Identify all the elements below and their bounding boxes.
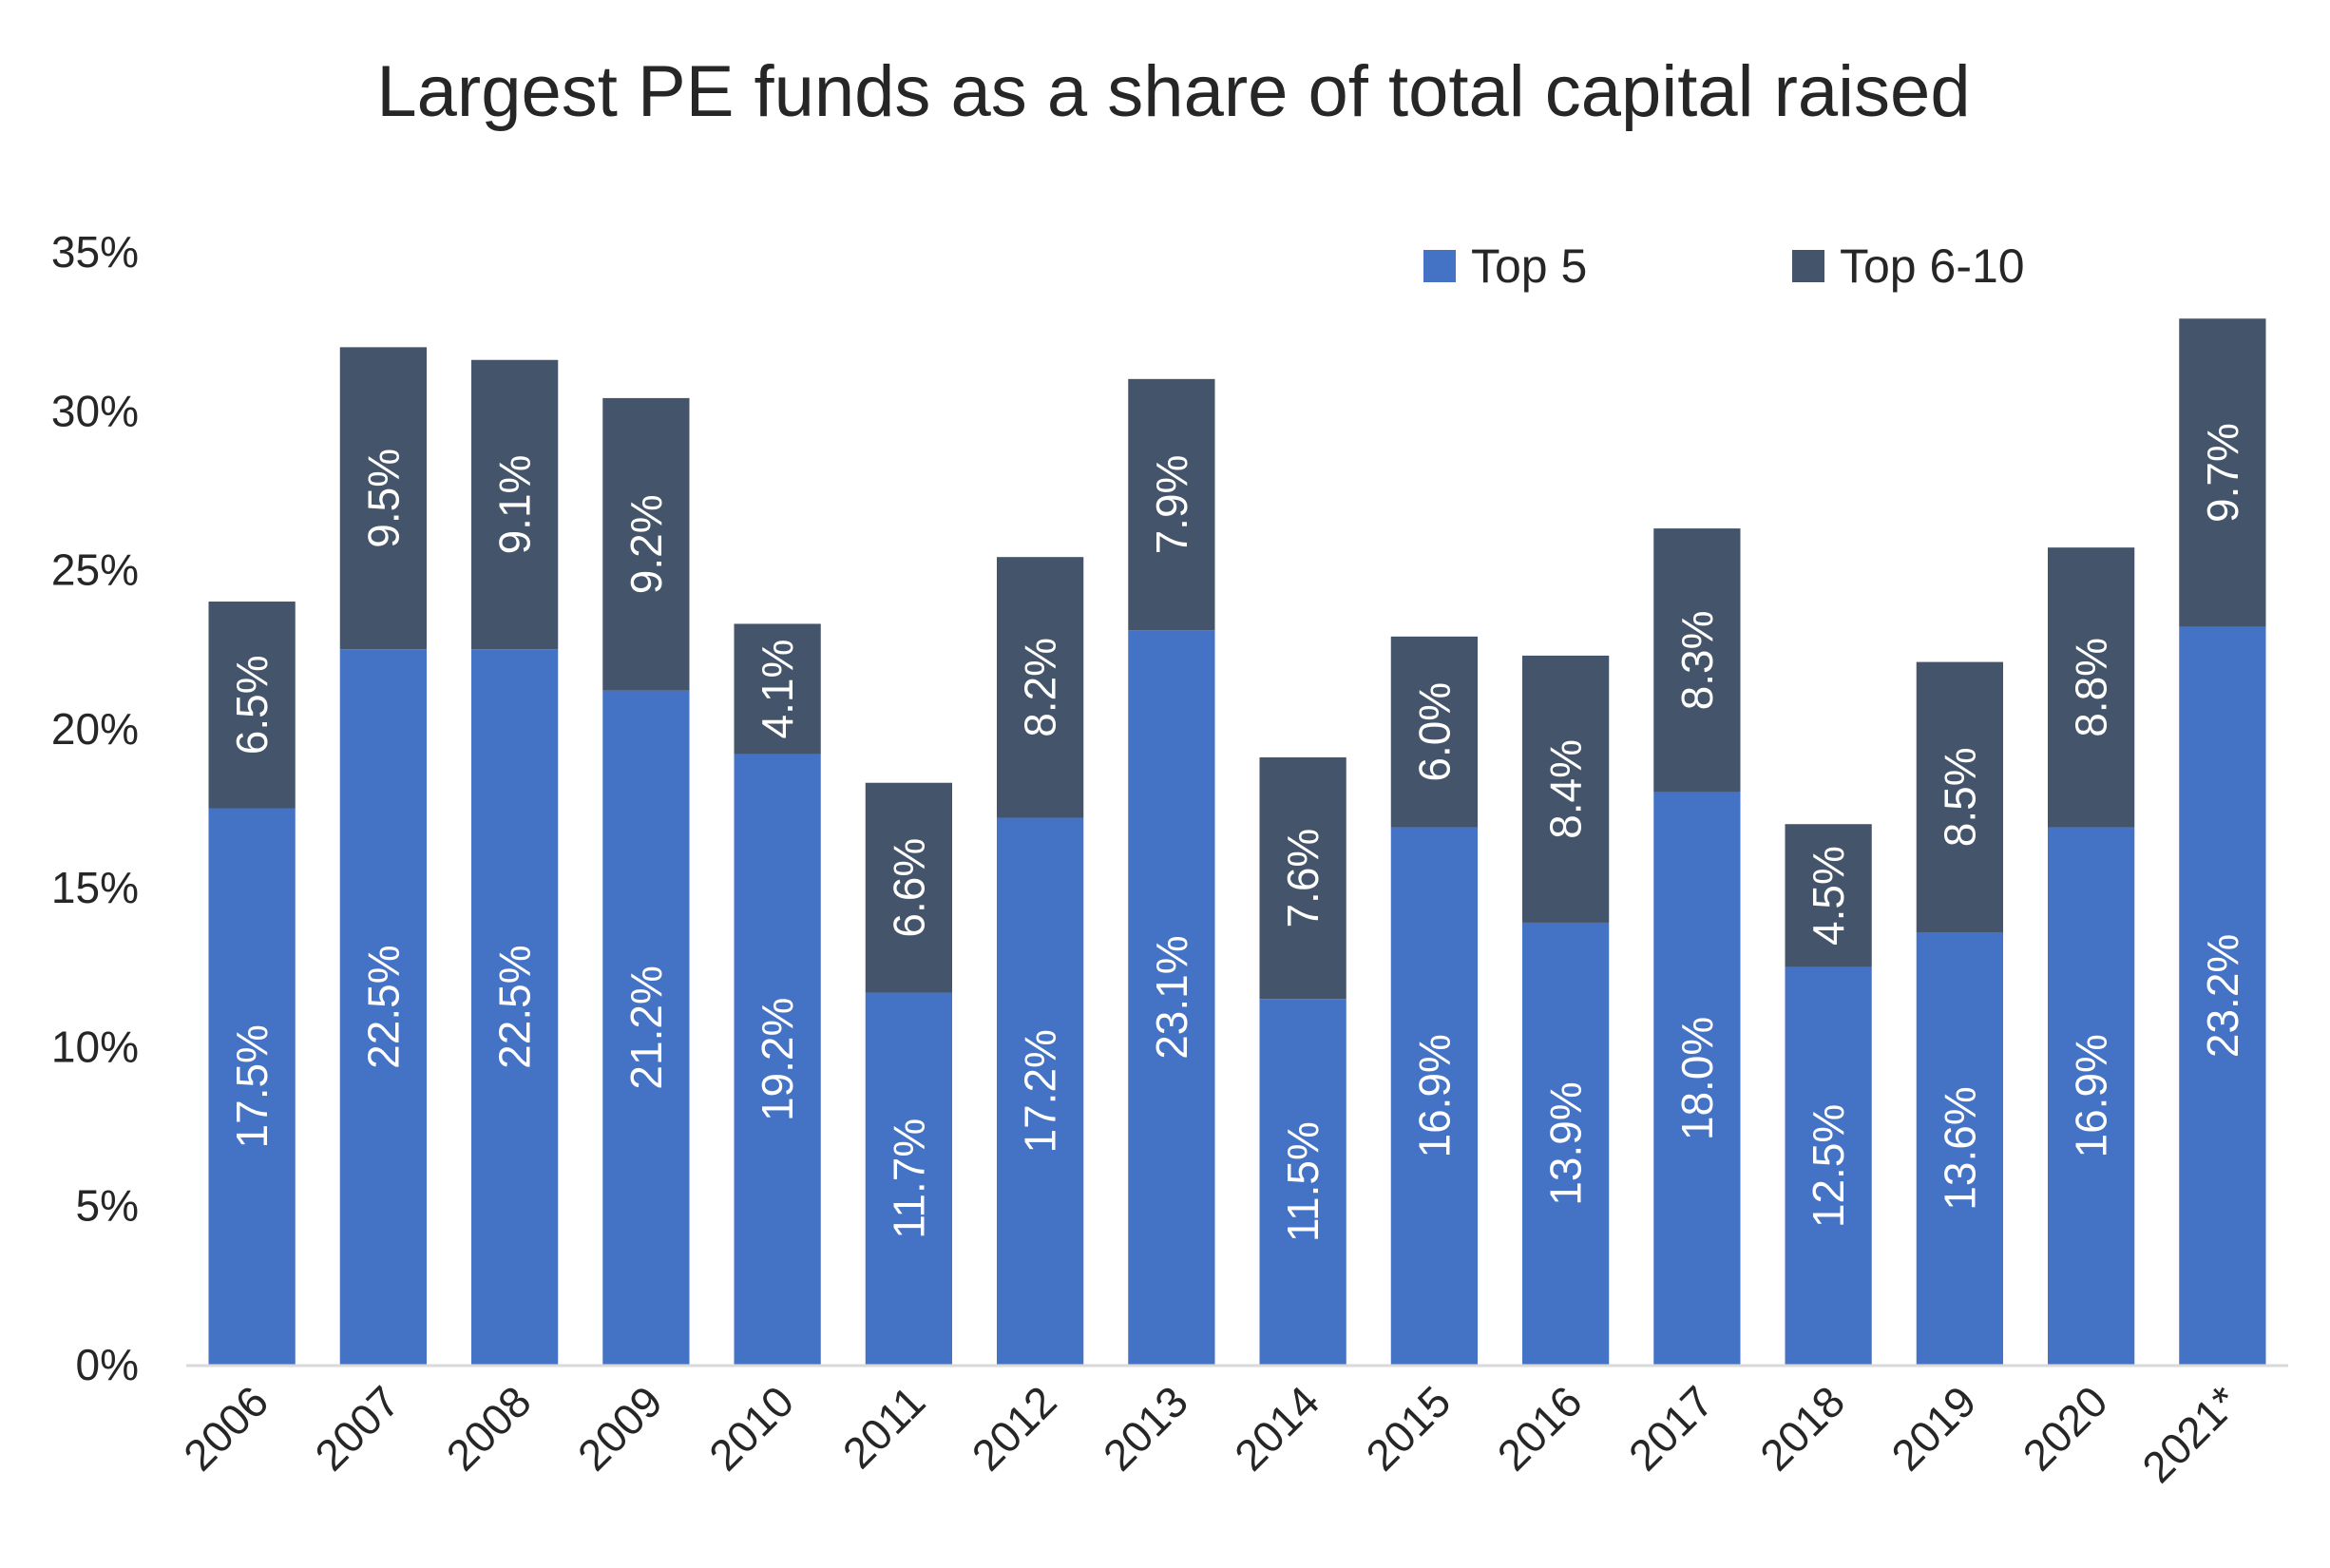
bar-data-label: 13.6%: [1935, 1086, 1984, 1210]
x-tick-label: 2011: [833, 1376, 935, 1478]
bar-top5: [1522, 922, 1610, 1365]
y-axis-ticks: 0% 5% 10% 15% 20% 25% 30% 35%: [51, 227, 139, 1389]
x-tick-label: 2016: [1488, 1376, 1592, 1480]
bar-data-label: 11.7%: [884, 1119, 933, 1239]
bar-data-label: 17.2%: [1016, 1029, 1065, 1153]
y-tick-label: 5%: [76, 1181, 139, 1231]
bar-top6-10: [1128, 378, 1215, 631]
x-tick-label: 2006: [174, 1376, 277, 1480]
x-tick-label: 2007: [305, 1376, 409, 1480]
bar-data-label: 7.9%: [1147, 455, 1196, 555]
x-tick-label: 2008: [437, 1376, 541, 1480]
bar-top5: [1916, 931, 2003, 1365]
legend: Top 5 Top 6-10: [1423, 239, 2025, 293]
bar-top5: [2179, 626, 2266, 1365]
bar-top5: [2048, 827, 2135, 1365]
x-tick-label: 2009: [568, 1376, 672, 1480]
bar-top6-10: [208, 602, 296, 809]
bar-data-label: 8.5%: [1935, 747, 1984, 847]
y-tick-label: 20%: [51, 704, 139, 754]
bar-data-label: 7.6%: [1278, 829, 1327, 928]
bar-data-label: 9.7%: [2198, 423, 2247, 523]
bar-top6-10: [1259, 756, 1346, 1000]
bar-top5: [1653, 792, 1741, 1365]
bar-top6-10: [1785, 824, 1872, 967]
bar-data-label: 9.1%: [490, 455, 540, 555]
bar-top5: [1785, 966, 1872, 1365]
bar-data-label: 16.9%: [2067, 1034, 2116, 1157]
bar-data-label: 12.5%: [1804, 1104, 1853, 1228]
bars-group: 17.5% 6.5% 22.5% 9.5% 22.5% 9.1% 21.2% 9.2% 19.2…: [208, 318, 2266, 1365]
bar-top6-10: [1916, 661, 2003, 932]
bar-top5: [1128, 630, 1215, 1365]
bar-top5: [1259, 999, 1346, 1365]
bar-data-label: 18.0%: [1672, 1017, 1722, 1140]
bar-data-label: 9.5%: [358, 449, 408, 548]
x-tick-label: 2018: [1750, 1376, 1854, 1480]
bar-data-label: 8.8%: [2067, 638, 2116, 737]
bar-top5: [208, 808, 296, 1365]
legend-label-top6-10: Top 6-10: [1840, 239, 2025, 293]
x-tick-label: 2013: [1094, 1376, 1197, 1480]
y-tick-label: 15%: [51, 863, 139, 912]
bar-top5: [471, 649, 559, 1365]
bar-top6-10: [997, 557, 1084, 818]
bar-top6-10: [865, 782, 952, 993]
bar-top5: [997, 817, 1084, 1365]
bar-data-label: 8.4%: [1541, 739, 1591, 839]
bar-data-label: 21.2%: [621, 966, 671, 1089]
bar-data-label: 23.2%: [2198, 934, 2247, 1058]
bar-data-label: 16.9%: [1409, 1034, 1459, 1157]
x-tick-label: 2010: [699, 1376, 803, 1480]
bar-data-label: 6.5%: [227, 655, 277, 755]
x-tick-label: 2014: [1225, 1376, 1328, 1480]
bar-top6-10: [1522, 655, 1610, 923]
x-tick-label: 2015: [1356, 1376, 1460, 1480]
bar-top5: [1390, 827, 1478, 1365]
y-tick-label: 30%: [51, 386, 139, 435]
x-axis-ticks: 2006 2007 2008 2009 2010 2011 2012 2013 2014 2015…: [174, 1376, 2248, 1492]
bar-top6-10: [1390, 636, 1478, 828]
bar-top6-10: [602, 397, 690, 691]
x-tick-label: 2017: [1619, 1376, 1723, 1480]
bar-data-label: 23.1%: [1147, 935, 1196, 1059]
y-tick-label: 0%: [76, 1340, 139, 1389]
bar-top6-10: [1653, 528, 1741, 793]
bar-data-label: 17.5%: [227, 1024, 277, 1148]
x-tick-label: 2021*: [2132, 1376, 2248, 1492]
bar-data-label: 22.5%: [490, 945, 540, 1068]
x-tick-label: 2012: [963, 1376, 1066, 1480]
bar-data-label: 11.5%: [1278, 1121, 1327, 1242]
x-tick-label: 2019: [1881, 1376, 1985, 1480]
legend-swatch-top6-10: [1792, 250, 1824, 282]
bar-data-label: 4.5%: [1804, 846, 1853, 946]
bar-data-label: 8.2%: [1016, 638, 1065, 737]
bar-data-label: 9.2%: [621, 494, 671, 594]
bar-data-label: 8.3%: [1672, 610, 1722, 710]
bar-top5: [339, 649, 427, 1365]
y-tick-label: 35%: [51, 227, 139, 277]
legend-label-top5: Top 5: [1471, 239, 1587, 293]
y-tick-label: 10%: [51, 1022, 139, 1071]
legend-swatch-top5: [1423, 250, 1456, 282]
bar-top6-10: [2179, 318, 2266, 627]
bar-data-label: 19.2%: [753, 998, 802, 1121]
bar-top6-10: [2048, 547, 2135, 828]
bar-top5: [734, 754, 821, 1365]
bar-top5: [865, 992, 952, 1365]
bar-data-label: 4.1%: [753, 640, 802, 739]
bar-top6-10: [339, 347, 427, 650]
bar-top6-10: [734, 623, 821, 755]
bar-data-label: 6.0%: [1409, 682, 1459, 782]
bar-data-label: 22.5%: [358, 945, 408, 1068]
bar-data-label: 13.9%: [1541, 1081, 1591, 1205]
bar-data-label: 6.6%: [884, 838, 933, 938]
bar-top6-10: [471, 359, 559, 650]
y-tick-label: 25%: [51, 545, 139, 595]
chart-title: Largest PE funds as a share of total cap…: [376, 51, 1970, 132]
x-tick-label: 2020: [2014, 1376, 2117, 1480]
bar-top5: [602, 690, 690, 1365]
